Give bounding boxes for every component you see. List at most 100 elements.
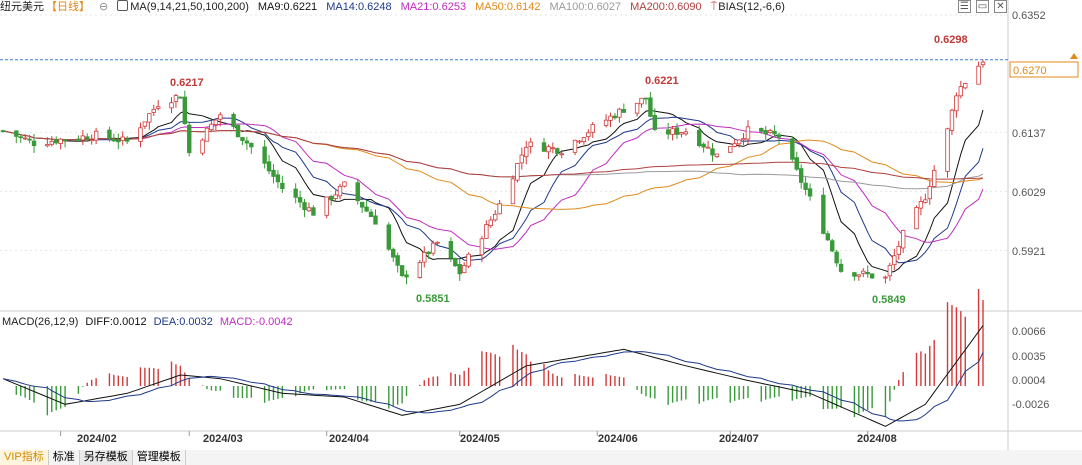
y-tick-0.6352: 0.6352 (1012, 10, 1046, 22)
settings-icon[interactable]: ⊖ (99, 1, 109, 13)
candle-body (572, 139, 578, 153)
standard-tab[interactable]: 标准 (49, 450, 80, 465)
bias-params[interactable]: BIAS(12,-6,6) (718, 1, 785, 13)
candle-body (169, 102, 174, 109)
candle-body (116, 139, 121, 143)
candle-body (173, 95, 179, 102)
candle-body (803, 182, 808, 190)
x-label-2024-02: 2024/02 (77, 433, 117, 445)
x-label-2024-04: 2024/04 (329, 433, 370, 445)
bias-icon: ⍑ (710, 1, 718, 13)
candle-body (763, 130, 768, 135)
candle-body (271, 169, 276, 177)
candle-body (524, 146, 529, 158)
candle-body (107, 129, 112, 139)
candle-body (142, 121, 148, 127)
candle-body (643, 97, 649, 100)
ma50-line (2, 129, 984, 210)
close-icon[interactable]: ✕ (994, 0, 1007, 13)
candle-body (612, 115, 618, 119)
candle-body (883, 276, 888, 279)
maximize-icon[interactable]: ▭ (976, 0, 989, 13)
candle-body (404, 274, 409, 278)
candle-body (493, 213, 498, 221)
candle-body (807, 188, 813, 197)
candle-body (342, 181, 347, 187)
candle-body (541, 142, 547, 152)
candle-body (386, 224, 391, 250)
candle-body (621, 108, 627, 113)
candle-body (355, 182, 360, 202)
x-label-2024-05: 2024/05 (460, 433, 500, 445)
macd-tick-0.0004: 0.0004 (1012, 375, 1046, 387)
indicator-header: 纽元美元 【日线】 ⊖ MA(9,14,21,50,100,200) MA9:0.622… (0, 0, 794, 14)
x-label-2024-07: 2024/07 (719, 433, 759, 445)
candle-body (648, 97, 653, 117)
candle-body (484, 224, 489, 239)
y-tick-0.5921: 0.5921 (1012, 246, 1046, 258)
x-label-2024-06: 2024/06 (598, 433, 638, 445)
candle-body (914, 207, 919, 230)
candle-body (927, 186, 932, 200)
candle-body (200, 139, 205, 154)
moving-average-lines (2, 109, 984, 273)
menu-icon[interactable]: ☰ (958, 0, 971, 13)
candle-body (949, 109, 955, 131)
candle-body (461, 265, 467, 274)
candle-body (586, 132, 591, 138)
candle-body (466, 253, 471, 267)
candle-body (732, 143, 737, 147)
candle-body (249, 142, 254, 148)
ma100-line (2, 129, 984, 190)
candle-body (337, 186, 343, 197)
macd-params[interactable]: MACD(26,12,9) (2, 316, 79, 328)
vip-indicator-tab[interactable]: VIP指标 (0, 450, 49, 465)
candle-body (457, 264, 462, 275)
macd-header: MACD(26,12,9) DIFF:0.0012 DEA:0.0032 MACD:-… (2, 315, 300, 329)
candle-body (58, 138, 63, 144)
macd-dea-line (2, 351, 984, 422)
candle-body (945, 128, 950, 172)
candle-body (45, 144, 50, 147)
period-label[interactable]: 【日线】 (46, 1, 90, 13)
annotation-low-apr: 0.5851 (416, 293, 450, 305)
instrument-title: 纽元美元 (0, 1, 44, 13)
macd-tick-0.0035: 0.0035 (1012, 351, 1046, 363)
candle-body (728, 146, 733, 153)
y-tick-0.6137: 0.6137 (1012, 128, 1046, 140)
candle-body (887, 265, 893, 277)
candle-body (453, 257, 458, 267)
candle-body (701, 143, 706, 148)
candle-body (510, 178, 516, 205)
candle-body (426, 251, 431, 254)
candle-body (399, 265, 405, 276)
macd-diff-line (2, 325, 984, 427)
candle-body (0, 130, 6, 132)
ma50-value: MA50:0.6142 (475, 1, 541, 13)
y-tick-0.6029: 0.6029 (1012, 187, 1046, 199)
candle-body (359, 201, 365, 208)
template-toolbar: VIP指标 标准 另存模板 管理模板 (0, 450, 1082, 465)
ma-params[interactable]: MA(9,14,21,50,100,200) (130, 1, 249, 13)
candle-body (328, 196, 334, 201)
manage-template-tab[interactable]: 管理模板 (133, 450, 186, 465)
candle-body (49, 140, 54, 145)
candle-body (151, 108, 156, 113)
save-template-tab[interactable]: 另存模板 (79, 450, 133, 465)
price-marker-triangle (1070, 53, 1078, 59)
ma14-line (2, 116, 984, 264)
candle-body (603, 119, 609, 126)
candle-body (14, 130, 19, 137)
candle-body (333, 194, 338, 199)
candle-body (834, 251, 839, 264)
candle-body (293, 188, 298, 198)
ma-indicator-icon[interactable] (117, 0, 129, 11)
candle-body (821, 194, 826, 234)
candle-body (838, 263, 844, 272)
candle-body (670, 128, 675, 135)
current-price-tag (1009, 61, 1079, 78)
candle-body (581, 137, 587, 143)
candle-body (311, 207, 316, 216)
candle-body (31, 140, 37, 147)
